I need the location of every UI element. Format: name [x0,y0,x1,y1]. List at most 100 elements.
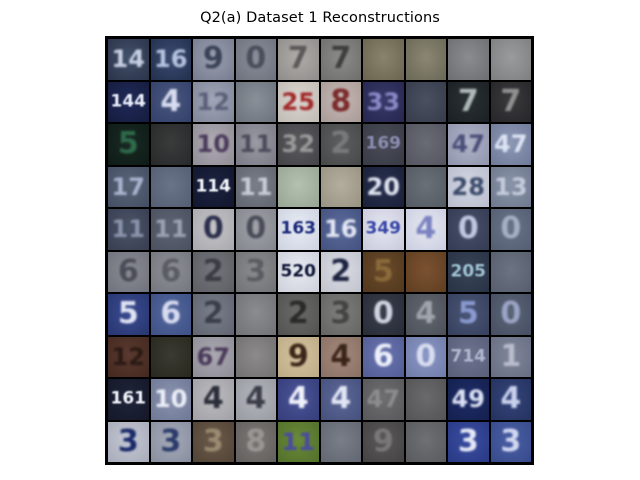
digit-tile: 3 [150,421,191,462]
digit-glyph: 2 [202,253,224,289]
digit-glyph: 2 [202,296,224,332]
digit-tile: 2 [320,251,361,292]
digit-glyph: 67 [196,342,230,371]
digit-tile: 714 [448,336,489,377]
digit-glyph: 2 [287,296,309,332]
digit-tile [405,379,446,420]
digit-glyph: 3 [330,296,352,332]
digit-tile [320,421,361,462]
digit-tile: 32 [278,124,319,165]
digit-tile [150,336,191,377]
digit-tile: 6 [363,336,404,377]
digit-glyph: 13 [494,172,528,201]
digit-glyph: 4 [245,381,267,417]
digit-tile: 0 [193,209,234,250]
digit-tile: 7 [320,39,361,80]
digit-tile: 28 [448,166,489,207]
digit-tile [405,421,446,462]
digit-glyph: 3 [202,423,224,459]
digit-tile: 11 [150,209,191,250]
digit-tile: 2 [278,294,319,335]
digit-tile [490,39,531,80]
digit-tile: 11 [278,421,319,462]
digit-glyph: 714 [450,346,487,367]
digit-glyph: 6 [372,338,394,374]
digit-glyph: 0 [500,296,522,332]
digit-tile: 20 [363,166,404,207]
digit-glyph: 20 [366,172,400,201]
digit-glyph: 33 [366,87,400,116]
digit-tile [405,251,446,292]
digit-tile: 4 [490,379,531,420]
digit-tile: 11 [108,209,149,250]
digit-glyph: 4 [415,211,437,247]
digit-tile: 11 [235,166,276,207]
digit-glyph: 12 [196,87,230,116]
digit-tile: 0 [235,209,276,250]
digit-glyph: 47 [494,130,528,159]
digit-tile: 25 [278,81,319,122]
digit-tile: 12 [193,81,234,122]
digit-tile: 7 [490,81,531,122]
digit-glyph: 0 [372,296,394,332]
digit-glyph: 25 [281,87,315,116]
digit-tile: 8 [320,81,361,122]
digit-tile: 7 [448,81,489,122]
digit-tile: 16 [150,39,191,80]
digit-tile: 169 [363,124,404,165]
digit-glyph: 6 [117,253,139,289]
digit-tile: 10 [150,379,191,420]
digit-tile [150,124,191,165]
digit-tile [320,166,361,207]
digit-glyph: 2 [330,126,352,162]
digit-tile [235,336,276,377]
digit-tile [278,166,319,207]
digit-glyph: 6 [160,253,182,289]
digit-tile: 520 [278,251,319,292]
digit-tile: 4 [405,209,446,250]
digit-glyph: 47 [451,130,485,159]
digit-tile: 205 [448,251,489,292]
figure-title: Q2(a) Dataset 1 Reconstructions [200,10,440,26]
digit-tile: 9 [193,39,234,80]
digit-glyph: 0 [245,211,267,247]
digit-glyph: 10 [154,385,188,414]
digit-tile: 12 [108,336,149,377]
digit-glyph: 4 [415,296,437,332]
digit-tile: 6 [150,251,191,292]
digit-glyph: 0 [245,41,267,77]
digit-glyph: 11 [281,427,315,456]
digit-tile: 2 [320,124,361,165]
digit-tile: 4 [193,379,234,420]
reconstruction-grid: 14 16 9 0 7 7 144 4 12 25 8 33 7 7 5 10 11 32 2 169 47 47 17 11… [105,36,534,465]
digit-tile: 5 [363,251,404,292]
digit-tile: 0 [363,294,404,335]
digit-tile [235,81,276,122]
digit-glyph: 5 [457,296,479,332]
digit-tile: 163 [278,209,319,250]
digit-glyph: 205 [450,261,487,282]
digit-glyph: 5 [372,253,394,289]
digit-tile: 17 [108,166,149,207]
digit-tile: 0 [448,209,489,250]
digit-tile [490,251,531,292]
digit-tile: 6 [150,294,191,335]
digit-tile: 2 [193,251,234,292]
digit-tile: 1 [490,336,531,377]
digit-glyph: 0 [457,211,479,247]
digit-glyph: 0 [415,338,437,374]
digit-tile: 13 [490,166,531,207]
digit-tile: 7 [278,39,319,80]
digit-glyph: 8 [330,83,352,119]
digit-tile: 3 [320,294,361,335]
digit-glyph: 5 [117,296,139,332]
digit-glyph: 7 [287,41,309,77]
digit-glyph: 4 [287,381,309,417]
digit-glyph: 163 [280,218,317,239]
digit-glyph: 9 [202,41,224,77]
digit-tile: 6 [108,251,149,292]
digit-tile: 4 [150,81,191,122]
digit-tile [235,294,276,335]
digit-tile: 10 [193,124,234,165]
digit-tile [363,39,404,80]
